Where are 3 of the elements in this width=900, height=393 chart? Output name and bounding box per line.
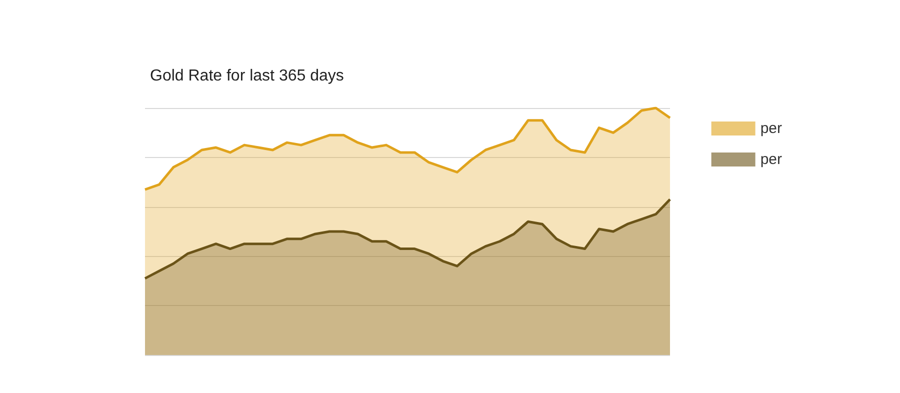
chart-title: Gold Rate for last 365 days bbox=[150, 68, 344, 84]
legend-label: per bbox=[760, 151, 782, 168]
legend-label: per bbox=[760, 120, 782, 137]
